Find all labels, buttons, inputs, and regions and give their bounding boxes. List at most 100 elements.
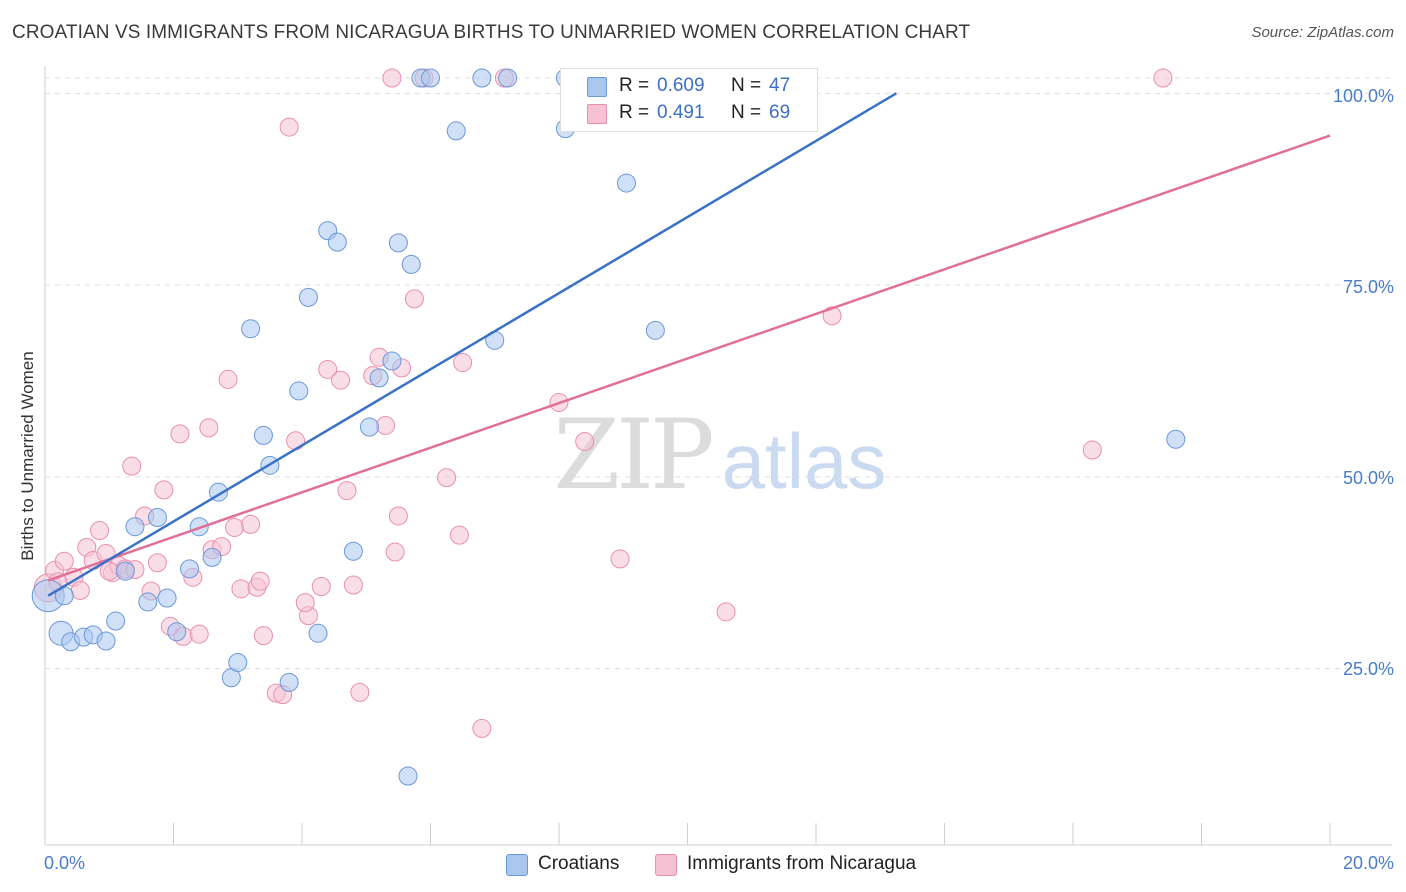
- nicaragua-point: [376, 415, 396, 435]
- croatians-point: [472, 68, 492, 88]
- nicaragua-point: [472, 718, 492, 738]
- croatians-point: [359, 417, 379, 437]
- legend-swatch-pink: [587, 104, 607, 124]
- nicaragua-point: [250, 571, 270, 591]
- nicaragua-point: [70, 580, 90, 600]
- nicaragua-point: [388, 506, 408, 526]
- croatians-point: [147, 507, 167, 527]
- nicaragua-point: [343, 575, 363, 595]
- y-tick-label: 100.0%: [1332, 86, 1394, 106]
- nicaragua-point: [404, 289, 424, 309]
- nicaragua-point: [610, 549, 630, 569]
- chart-title: CROATIAN VS IMMIGRANTS FROM NICARAGUA BI…: [12, 22, 971, 43]
- croatians-point: [446, 121, 466, 141]
- nicaragua-point: [1082, 440, 1102, 460]
- correlation-legend: R = 0.609 N = 47 R = 0.491 N = 69: [560, 68, 818, 132]
- nicaragua-point: [218, 369, 238, 389]
- nicaragua-point: [1153, 68, 1173, 88]
- nicaragua-point: [822, 306, 842, 326]
- croatians-point: [388, 233, 408, 253]
- nicaragua-point: [199, 418, 219, 438]
- croatians-point: [616, 173, 636, 193]
- croatians-point: [106, 611, 126, 631]
- croatians-point: [96, 631, 116, 651]
- nicaragua-point: [231, 579, 251, 599]
- y-axis-label: Births to Unmarried Women: [18, 351, 37, 561]
- nicaragua-point: [286, 431, 306, 451]
- croatians-point: [241, 319, 261, 339]
- legend-label: Immigrants from Nicaragua: [687, 853, 917, 874]
- nicaragua-point: [170, 424, 190, 444]
- croatians-point: [308, 623, 328, 643]
- legend-n-value: 47: [769, 75, 791, 96]
- x-tick-label: 20.0%: [1342, 853, 1394, 873]
- nicaragua-point: [241, 514, 261, 534]
- legend-swatch-blue: [506, 854, 528, 876]
- croatians-point: [1166, 429, 1186, 449]
- croatians-point: [115, 561, 135, 581]
- legend-n-label: N =: [731, 102, 762, 123]
- axes: [44, 66, 1392, 846]
- nicaragua-point: [337, 481, 357, 501]
- watermark-zip: ZIP: [553, 399, 712, 511]
- nicaragua-point: [385, 542, 405, 562]
- trendline-croatians: [47, 92, 897, 597]
- gridlines: [45, 77, 1392, 670]
- nicaragua-point: [279, 117, 299, 137]
- nicaragua-point: [449, 525, 469, 545]
- nicaragua-point: [331, 370, 351, 390]
- y-tick-label: 25.0%: [1342, 659, 1394, 679]
- croatians-point: [228, 652, 248, 672]
- nicaragua-point: [716, 602, 736, 622]
- croatians-point: [421, 68, 440, 88]
- croatians-point: [253, 425, 273, 445]
- croatians-point: [369, 368, 389, 388]
- nicaragua-point: [54, 551, 74, 571]
- nicaragua-point: [382, 68, 402, 88]
- croatians-point: [382, 351, 402, 371]
- nicaragua-point: [295, 593, 315, 613]
- legend-n-label: N =: [731, 75, 762, 96]
- nicaragua-point: [99, 561, 119, 581]
- croatians-point: [157, 588, 177, 608]
- croatians-point: [167, 622, 187, 642]
- legend-r-label: R =: [619, 75, 650, 96]
- source-credit: Source: ZipAtlas.com: [1251, 24, 1394, 41]
- nicaragua-point: [122, 456, 142, 476]
- nicaragua-point: [453, 353, 473, 373]
- nicaragua-point: [311, 577, 331, 597]
- nicaragua-point: [147, 553, 167, 573]
- legend-swatch-pink: [655, 854, 677, 876]
- nicaragua-point: [253, 626, 273, 646]
- nicaragua-point: [154, 480, 174, 500]
- croatians-point: [298, 287, 318, 307]
- croatians-point: [401, 254, 421, 274]
- croatians-point: [327, 232, 347, 252]
- trendline-nicaragua: [47, 134, 1331, 582]
- croatians-point: [180, 559, 200, 579]
- y-tick-label: 75.0%: [1342, 277, 1394, 297]
- croatians-point: [498, 68, 518, 88]
- nicaragua-point: [90, 521, 110, 541]
- croatians-point: [279, 672, 299, 692]
- nicaragua-point: [575, 432, 595, 452]
- nicaragua-point: [189, 624, 209, 644]
- legend-r-label: R =: [619, 102, 650, 123]
- watermark: ZIP atlas: [553, 399, 886, 511]
- croatians-point: [645, 320, 665, 340]
- legend-swatch-blue: [587, 77, 607, 97]
- croatians-point: [289, 381, 309, 401]
- nicaragua-point: [437, 468, 457, 488]
- watermark-atlas: atlas: [722, 417, 887, 505]
- legend-r-value: 0.609: [657, 75, 705, 96]
- series-croatians-points: [31, 68, 1186, 786]
- nicaragua-point: [318, 359, 338, 379]
- trendlines: [47, 92, 1331, 597]
- legend-label: Croatians: [538, 853, 620, 874]
- nicaragua-point: [225, 517, 245, 537]
- legend-n-value: 69: [769, 102, 791, 123]
- y-tick-label: 50.0%: [1342, 468, 1394, 488]
- series-legend: Croatians Immigrants from Nicaragua: [0, 853, 1406, 877]
- croatians-point: [138, 592, 158, 612]
